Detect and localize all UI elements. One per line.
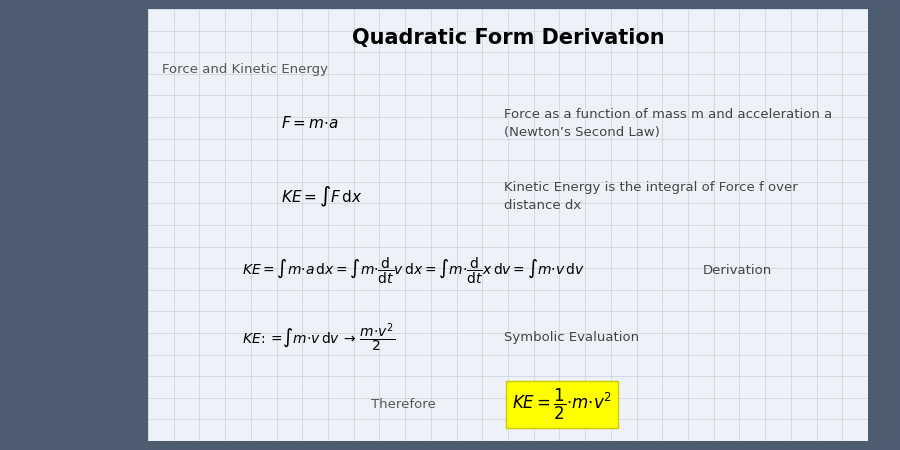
Text: Kinetic Energy is the integral of Force f over
distance dx: Kinetic Energy is the integral of Force …	[504, 181, 798, 212]
Text: Quadratic Form Derivation: Quadratic Form Derivation	[352, 28, 664, 49]
Text: $KE = \int F\,\mathrm{d}x$: $KE = \int F\,\mathrm{d}x$	[281, 185, 363, 209]
Text: $KE\!:=\!\int m{\cdot}v\,\mathrm{d}v\,\rightarrow\,\dfrac{m{\cdot}v^2}{2}$: $KE\!:=\!\int m{\cdot}v\,\mathrm{d}v\,\r…	[241, 321, 394, 354]
Text: Symbolic Evaluation: Symbolic Evaluation	[504, 331, 640, 344]
Text: Derivation: Derivation	[702, 264, 771, 277]
Text: Force as a function of mass m and acceleration a
(Newton’s Second Law): Force as a function of mass m and accele…	[504, 108, 832, 139]
Text: $KE = \dfrac{1}{2}{\cdot}m{\cdot}v^2$: $KE = \dfrac{1}{2}{\cdot}m{\cdot}v^2$	[511, 387, 612, 422]
Text: Therefore: Therefore	[371, 398, 436, 411]
Text: $KE = \int m{\cdot}a\,\mathrm{d}x = \int m{\cdot}\dfrac{\mathrm{d}}{\mathrm{d}t}: $KE = \int m{\cdot}a\,\mathrm{d}x = \int…	[241, 255, 584, 286]
Text: $F = m{\cdot}a$: $F = m{\cdot}a$	[281, 116, 338, 131]
Text: Force and Kinetic Energy: Force and Kinetic Energy	[162, 63, 328, 76]
